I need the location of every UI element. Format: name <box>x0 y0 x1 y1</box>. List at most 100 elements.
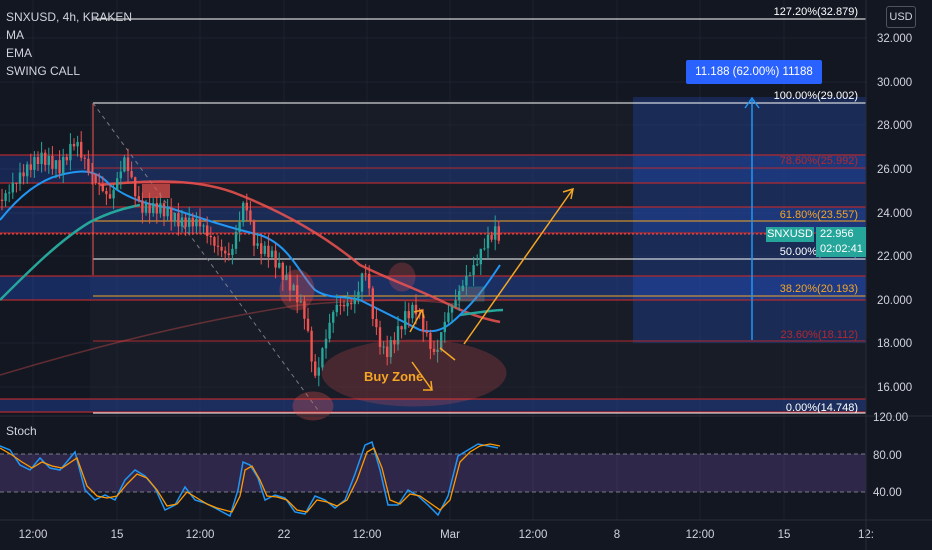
indicator-ema[interactable]: EMA <box>6 46 33 60</box>
candle-body <box>461 285 464 292</box>
candle-body <box>422 314 425 332</box>
candle-body <box>126 157 130 172</box>
candle-body <box>404 311 407 330</box>
candle-body <box>51 155 54 169</box>
time-axis-label: Mar <box>440 529 460 541</box>
measure-zone <box>633 97 866 343</box>
stoch-k-line <box>0 440 499 518</box>
candle-body <box>116 178 119 190</box>
fib-level-label: 0.00%(14.748) <box>786 402 858 414</box>
price-axis-label: 18.000 <box>877 338 912 350</box>
candle-body <box>332 312 335 323</box>
candle-body <box>270 250 274 258</box>
candle-body <box>40 152 43 164</box>
candle-body <box>44 152 47 165</box>
price-axis[interactable]: 32.000 30.000 28.000 26.000 24.000 22.000 20.0… <box>774 6 913 414</box>
candle-body <box>299 301 302 303</box>
candle-body <box>242 202 245 223</box>
candle-body <box>292 285 295 291</box>
candle-body <box>440 332 443 350</box>
symbol-title[interactable]: SNXUSD, 4h, KRAKEN <box>6 10 133 24</box>
candle-body <box>36 157 40 164</box>
price-axis-label: 24.000 <box>877 208 912 220</box>
candle-body <box>490 234 493 240</box>
candle-body <box>191 217 194 227</box>
fib-level-label: 100.00%(29.002) <box>774 90 858 102</box>
candle-body <box>267 245 270 258</box>
candle-body <box>98 182 101 185</box>
candle-body <box>314 361 317 376</box>
stoch-title[interactable]: Stoch <box>6 424 37 438</box>
current-symbol-tag: SNXUSD <box>766 227 814 242</box>
candle-body <box>213 237 216 246</box>
candle-body <box>306 318 310 331</box>
candle-body <box>414 304 418 315</box>
current-price-tag: SNXUSD 22.956 02:02:41 <box>766 227 866 257</box>
candle-body <box>238 222 241 232</box>
candle-body <box>105 191 108 195</box>
candle-body <box>432 348 436 352</box>
candle-body <box>400 326 403 330</box>
circle-marker-3 <box>292 391 334 421</box>
stoch-axis[interactable]: 120.00 80.00 40.00 <box>873 412 908 499</box>
currency-button[interactable]: USD <box>886 6 916 28</box>
candle-body <box>108 194 112 199</box>
candle-body <box>324 338 328 349</box>
indicator-swing-call[interactable]: SWING CALL <box>6 64 81 78</box>
zone-bottom <box>0 399 866 412</box>
candle-body <box>483 248 486 250</box>
time-axis-label: 12:00 <box>686 529 715 541</box>
breakout-box <box>459 286 485 302</box>
price-axis-label: 32.000 <box>877 33 912 45</box>
candle-body <box>389 340 392 358</box>
candle-body <box>231 248 234 256</box>
candle-body <box>296 285 299 303</box>
candle-body <box>285 274 288 280</box>
candle-body <box>386 346 389 358</box>
candle-body <box>202 225 205 227</box>
candle-body <box>447 312 450 322</box>
candle-body <box>76 141 79 147</box>
candle-body <box>281 262 284 280</box>
candle-body <box>90 172 94 174</box>
current-price: 22.956 <box>820 228 854 240</box>
candle-body <box>263 245 266 254</box>
candle-body <box>252 220 256 246</box>
candle-body <box>87 158 90 173</box>
candle-body <box>476 264 479 266</box>
candle-body <box>339 304 342 306</box>
time-axis-label: 8 <box>614 529 620 541</box>
candle-body <box>198 218 202 227</box>
candle-body <box>429 333 432 349</box>
candle-body <box>170 207 173 222</box>
stoch-axis-label: 120.00 <box>873 412 908 424</box>
circle-marker-2 <box>388 262 416 292</box>
candle-body <box>458 291 461 301</box>
candle-body <box>54 160 58 169</box>
time-axis-label: 12:00 <box>186 529 215 541</box>
stoch-axis-label: 80.00 <box>873 450 902 462</box>
chart-legend: SNXUSD, 4h, KRAKEN MA EMA SWING CALL <box>6 8 132 80</box>
candle-body <box>80 141 83 158</box>
candle-body <box>465 275 468 286</box>
candle-body <box>62 156 65 174</box>
candle-body <box>321 348 324 368</box>
time-axis[interactable]: 12:00 15 12:00 22 12:00 Mar 12:00 8 12:00 15 12: <box>19 529 874 541</box>
price-axis-label: 26.000 <box>877 164 912 176</box>
price-axis-label: 30.000 <box>877 77 912 89</box>
candle-body <box>342 304 346 307</box>
zone-upper <box>0 155 866 183</box>
candle-body <box>134 177 137 197</box>
candle-body <box>249 210 252 221</box>
candle-body <box>177 213 180 227</box>
candle-body <box>494 226 497 240</box>
candle-body <box>256 243 259 246</box>
candle-body <box>353 298 356 305</box>
candle-body <box>227 253 230 256</box>
candle-body <box>382 346 385 348</box>
candle-body <box>375 318 378 328</box>
candle-body <box>396 326 400 345</box>
indicator-ma[interactable]: MA <box>6 28 24 42</box>
candle-body <box>497 226 500 241</box>
